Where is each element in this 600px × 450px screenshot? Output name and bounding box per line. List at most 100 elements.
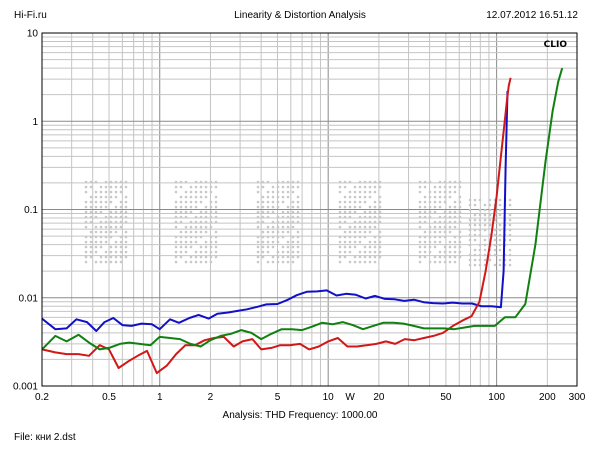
watermark-dot	[498, 228, 502, 232]
watermark-dot	[184, 240, 188, 244]
watermark-dot	[438, 255, 442, 259]
watermark-dot	[373, 215, 377, 219]
watermark-dot	[358, 250, 362, 254]
watermark-dot	[468, 198, 472, 202]
watermark-dot	[194, 195, 198, 199]
watermark-dot	[271, 210, 275, 214]
watermark-dot	[119, 205, 123, 209]
watermark-dot	[373, 180, 377, 184]
watermark-dot	[194, 205, 198, 209]
watermark-dot	[286, 190, 290, 194]
watermark-dot	[109, 230, 113, 234]
watermark-dot	[189, 245, 193, 249]
watermark-dot	[296, 255, 300, 259]
watermark-dot	[353, 255, 357, 259]
watermark-dot	[348, 250, 352, 254]
watermark-dot	[498, 198, 502, 202]
watermark-dot	[94, 190, 98, 194]
watermark-dot	[174, 205, 178, 209]
watermark-dot	[338, 250, 342, 254]
watermark-dot	[478, 208, 482, 212]
watermark-dot	[498, 258, 502, 262]
watermark-dot	[119, 180, 123, 184]
watermark-dot	[109, 245, 113, 249]
watermark-dot	[271, 195, 275, 199]
watermark-dot	[276, 185, 280, 189]
watermark-dot	[473, 238, 477, 242]
watermark-dot	[286, 220, 290, 224]
watermark-dot	[418, 250, 422, 254]
watermark-dot	[261, 180, 265, 184]
watermark-dot	[343, 255, 347, 259]
plot-frame	[41, 32, 578, 387]
watermark-dot	[199, 215, 203, 219]
watermark-dot	[199, 245, 203, 249]
watermark-dot	[453, 210, 457, 214]
watermark-dot	[291, 260, 295, 264]
watermark-dot	[488, 213, 492, 217]
watermark-dot	[368, 210, 372, 214]
watermark-dot	[448, 185, 452, 189]
watermark-dot	[89, 235, 93, 239]
watermark-dot	[291, 225, 295, 229]
watermark-dot	[378, 250, 382, 254]
watermark-dot	[189, 200, 193, 204]
watermark-dot	[204, 220, 208, 224]
watermark-dot	[428, 195, 432, 199]
watermark-dot	[368, 225, 372, 229]
watermark-dot	[261, 245, 265, 249]
watermark-dot	[498, 233, 502, 237]
watermark-dot	[266, 210, 270, 214]
watermark-dot	[448, 240, 452, 244]
watermark-dot	[363, 195, 367, 199]
watermark-dot	[174, 185, 178, 189]
watermark-dot	[368, 245, 372, 249]
watermark-dot	[443, 220, 447, 224]
watermark-dot	[338, 210, 342, 214]
watermark-dot	[378, 200, 382, 204]
watermark-dot	[99, 245, 103, 249]
timestamp: 12.07.2012 16.51.12	[486, 10, 578, 21]
watermark-dot	[291, 245, 295, 249]
watermark-dot	[423, 210, 427, 214]
watermark-dot	[281, 215, 285, 219]
watermark-dot	[266, 200, 270, 204]
watermark-dot	[266, 225, 270, 229]
watermark-dot	[348, 260, 352, 264]
watermark-dot	[423, 250, 427, 254]
watermark-dot	[281, 195, 285, 199]
watermark-dot	[214, 250, 218, 254]
watermark-dot	[189, 185, 193, 189]
watermark-dot	[214, 220, 218, 224]
watermark-dot	[453, 260, 457, 264]
watermark-dot	[483, 208, 487, 212]
watermark-dot	[266, 235, 270, 239]
watermark-dot	[266, 230, 270, 234]
watermark-dot	[438, 205, 442, 209]
watermark-dot	[291, 240, 295, 244]
watermark-dot	[114, 240, 118, 244]
watermark-dot	[296, 205, 300, 209]
watermark-dot	[174, 260, 178, 264]
watermark-dot	[378, 220, 382, 224]
watermark-dots	[84, 180, 512, 267]
watermark-dot	[99, 195, 103, 199]
watermark-dot	[184, 215, 188, 219]
watermark-dot	[114, 255, 118, 259]
watermark-dot	[428, 205, 432, 209]
watermark-dot	[209, 215, 213, 219]
watermark-dot	[428, 245, 432, 249]
watermark-dot	[368, 180, 372, 184]
watermark-dot	[84, 185, 88, 189]
watermark-dot	[99, 260, 103, 264]
watermark-dot	[478, 258, 482, 262]
watermark-dot	[458, 240, 462, 244]
series-line-2	[41, 77, 512, 375]
watermark-dot	[338, 205, 342, 209]
watermark-dot	[99, 225, 103, 229]
watermark-dot	[453, 180, 457, 184]
watermark-dot	[89, 240, 93, 244]
watermark-dot	[184, 225, 188, 229]
watermark-dot	[498, 203, 502, 207]
watermark-dot	[443, 200, 447, 204]
